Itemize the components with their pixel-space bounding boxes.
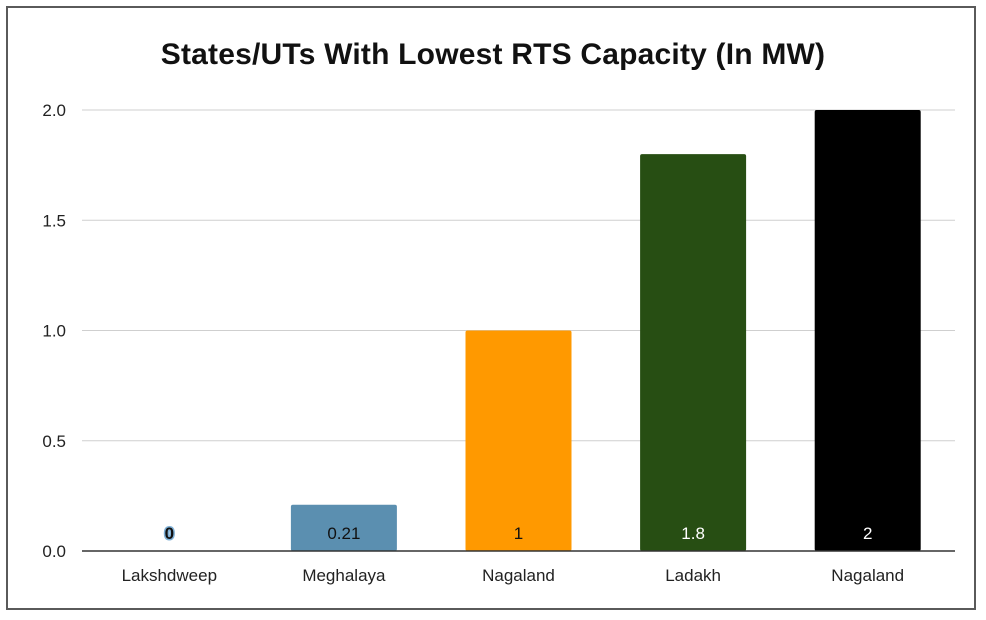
x-tick-label: Meghalaya [302, 566, 386, 585]
bar-value-label: 0 [165, 524, 174, 543]
bar [814, 110, 921, 551]
y-axis-ticks: 0.0 0.5 1.0 1.5 2.0 [42, 101, 66, 561]
bar-value-label: 1.8 [681, 524, 705, 543]
data-labels: 0 0.21 1 1.8 2 [163, 523, 872, 545]
bar [465, 330, 572, 551]
x-tick-label: Ladakh [665, 566, 721, 585]
x-tick-label: Nagaland [831, 566, 904, 585]
bars [290, 110, 921, 551]
y-tick-label: 1.5 [42, 211, 66, 230]
x-tick-label: Lakshdweep [122, 566, 217, 585]
bar [290, 504, 397, 551]
bar-value-label: 2 [863, 524, 872, 543]
bar-value-label: 1 [514, 524, 523, 543]
y-tick-label: 2.0 [42, 101, 66, 120]
x-axis-ticks: Lakshdweep Meghalaya Nagaland Ladakh Nagalan… [122, 566, 905, 585]
y-tick-label: 0.5 [42, 432, 66, 451]
bar-value-label: 0.21 [327, 524, 360, 543]
x-tick-label: Nagaland [482, 566, 555, 585]
y-tick-label: 1.0 [42, 322, 66, 341]
chart-title: States/UTs With Lowest RTS Capacity (In … [160, 38, 826, 71]
bar [640, 154, 747, 551]
y-tick-label: 0.0 [42, 542, 66, 561]
